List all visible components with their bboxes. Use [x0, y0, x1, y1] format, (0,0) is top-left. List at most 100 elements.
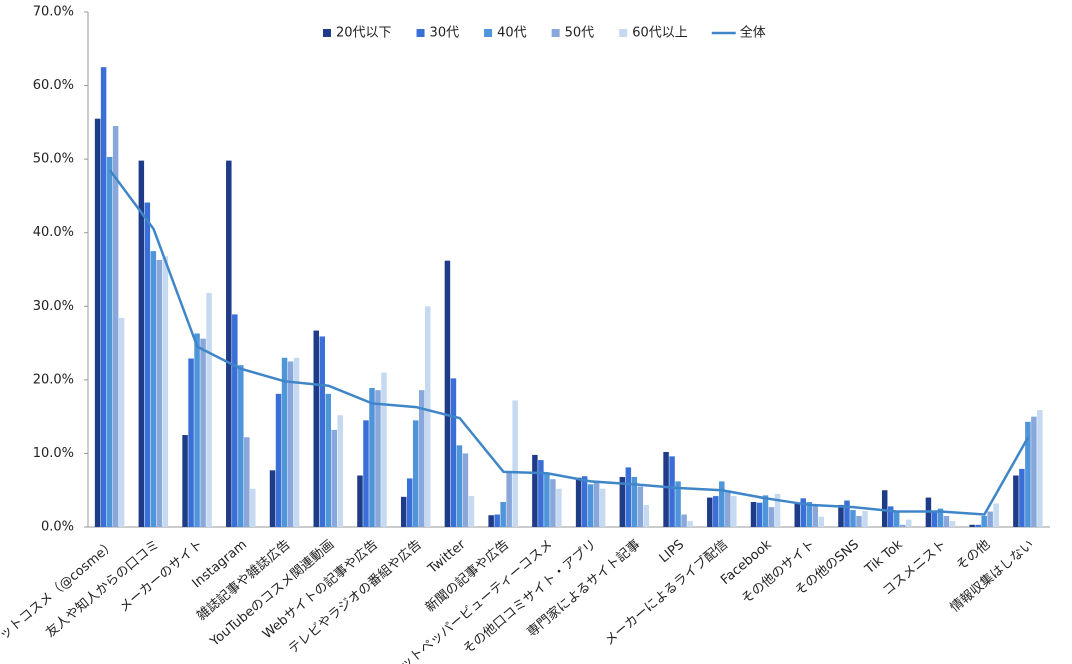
bar: [812, 504, 818, 527]
bar: [381, 372, 387, 527]
bar: [156, 259, 163, 527]
legend-swatch: [323, 29, 331, 37]
y-tick-label: 50.0%: [33, 152, 74, 167]
bar: [363, 420, 369, 527]
bar: [337, 415, 343, 527]
bar: [581, 476, 588, 527]
bar: [162, 256, 169, 527]
y-tick-label: 30.0%: [33, 299, 74, 314]
bar: [575, 477, 582, 527]
bar: [450, 378, 457, 527]
bar: [188, 358, 194, 527]
y-tick-label: 40.0%: [33, 225, 74, 240]
bar: [707, 497, 713, 527]
legend-item: 20代以下: [323, 26, 392, 41]
bar: [750, 501, 757, 527]
bar: [1019, 468, 1025, 527]
bar: [687, 521, 693, 527]
bar: [369, 387, 375, 527]
legend-label: 30代: [430, 26, 460, 41]
bar: [713, 496, 719, 527]
legend-swatch: [484, 29, 493, 37]
legend-label: 全体: [740, 25, 766, 41]
bar: [862, 510, 868, 527]
bar: [949, 521, 956, 527]
x-tick-label: その他: [954, 537, 994, 574]
bar: [444, 260, 451, 527]
bar: [993, 503, 999, 527]
bar: [232, 314, 238, 527]
bar: [625, 467, 632, 527]
bar: [412, 420, 419, 527]
bar: [400, 496, 407, 527]
legend-item: 全体: [711, 25, 766, 41]
bar: [238, 365, 244, 527]
legend-label: 20代以下: [336, 26, 392, 41]
bar: [506, 472, 512, 527]
bar: [1013, 475, 1019, 527]
bar: [418, 390, 425, 527]
bar: [663, 451, 669, 527]
bar: [150, 251, 157, 527]
bar: [838, 504, 844, 527]
bar: [943, 515, 950, 527]
bar: [937, 508, 944, 527]
bar: [774, 493, 781, 527]
bar: [106, 156, 113, 527]
y-tick-label: 70.0%: [33, 5, 74, 20]
y-tick-label: 60.0%: [33, 78, 74, 93]
legend-item: 30代: [416, 26, 460, 41]
legend-label: 40代: [497, 26, 527, 41]
bar: [424, 306, 431, 527]
bar: [762, 495, 769, 527]
bar: [899, 524, 906, 527]
bar: [275, 393, 282, 527]
bar: [631, 476, 638, 527]
bar: [357, 475, 363, 527]
bar: [619, 476, 626, 527]
legend-item: 50代: [551, 26, 594, 41]
bar: [856, 515, 862, 527]
bar: [500, 501, 506, 527]
x-tick-label: その他のサイト: [739, 537, 818, 607]
bar: [468, 496, 475, 527]
bar: [512, 400, 518, 527]
y-tick-label: 0.0%: [41, 520, 74, 535]
bar: [206, 293, 212, 527]
bar: [138, 160, 145, 527]
bar: [719, 481, 725, 527]
bar: [556, 488, 562, 527]
bar: [325, 393, 331, 527]
bar: [544, 473, 550, 527]
bar: [887, 506, 894, 527]
bar: [969, 524, 975, 527]
legend-swatch: [619, 29, 628, 37]
bar: [905, 519, 912, 527]
bar: [800, 498, 806, 527]
legend-item: 60代以上: [619, 26, 688, 41]
bar: [593, 480, 600, 527]
bar: [331, 429, 337, 527]
bar: [637, 486, 644, 527]
bar: [643, 504, 650, 527]
legend-item: 40代: [484, 26, 527, 41]
bar: [532, 454, 538, 527]
bar: [182, 435, 188, 527]
bar: [144, 202, 151, 528]
legend-swatch: [416, 29, 425, 37]
bar: [281, 357, 288, 527]
bar: [981, 515, 987, 527]
bar: [94, 118, 101, 527]
bar: [200, 338, 206, 527]
bar: [1031, 416, 1037, 527]
bar: [538, 460, 544, 527]
bar: [100, 67, 107, 527]
bar: [462, 453, 469, 527]
bar: [118, 318, 125, 527]
bar: [806, 501, 812, 527]
bar: [669, 456, 675, 527]
bar: [768, 507, 775, 527]
bar: [818, 516, 824, 527]
bar: [269, 470, 276, 527]
